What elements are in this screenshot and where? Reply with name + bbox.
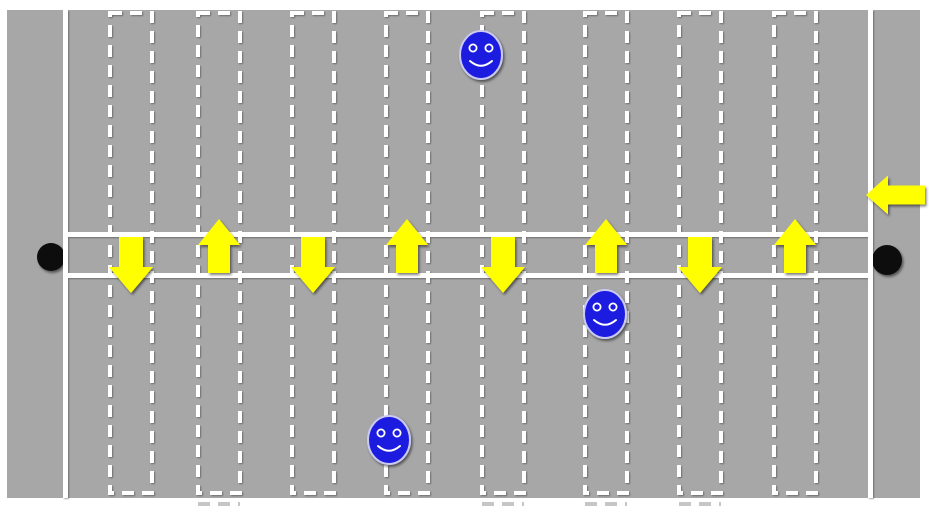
left-boundary-line [63,10,68,498]
game-field [7,10,920,498]
smiley-face-icon [459,30,503,80]
dashed-lane-4 [384,11,430,495]
dashed-lane-2 [196,11,242,495]
arrow-down-icon [291,237,335,293]
dots-layer [37,243,902,275]
arrow-down-icon [678,237,722,293]
smiley-head [583,289,627,339]
dashed-lane-7 [677,11,723,495]
dashed-lane-3 [290,11,336,495]
arrows-layer [109,175,925,293]
smiley-right-eye [608,302,618,312]
smiley-left-eye [468,43,478,53]
arrow-up-icon [774,219,816,273]
smiley-face-icon [583,289,627,339]
smiley-left-eye [376,428,386,438]
lines-layer [63,10,873,498]
arrow-up-icon [585,219,627,273]
arrow-up-icon [198,219,240,273]
smiley-smile [593,319,617,326]
smiley-smile [377,445,401,452]
smiley-head [459,30,503,80]
smileys-layer [367,30,627,465]
dashed-lane-8 [772,11,818,495]
smiley-right-eye [484,43,494,53]
arrow-down-icon [481,237,525,293]
dashed-lane-1 [108,11,154,495]
arrow-left-icon [866,175,925,215]
right-black-dot-marker [872,245,902,275]
smiley-head [367,415,411,465]
center-band-bottom-line [63,273,873,278]
arrow-up-icon [386,219,428,273]
smiley-face-icon [367,415,411,465]
center-band-top-line [63,232,873,237]
smiley-right-eye [392,428,402,438]
arrow-down-icon [109,237,153,293]
right-boundary-line [868,10,873,498]
smiley-smile [469,60,493,67]
smiley-left-eye [592,302,602,312]
field-layer [7,10,920,498]
dashed-lane-6 [583,11,629,495]
left-black-dot-marker [37,243,65,271]
dashed-lane-5 [480,11,526,495]
